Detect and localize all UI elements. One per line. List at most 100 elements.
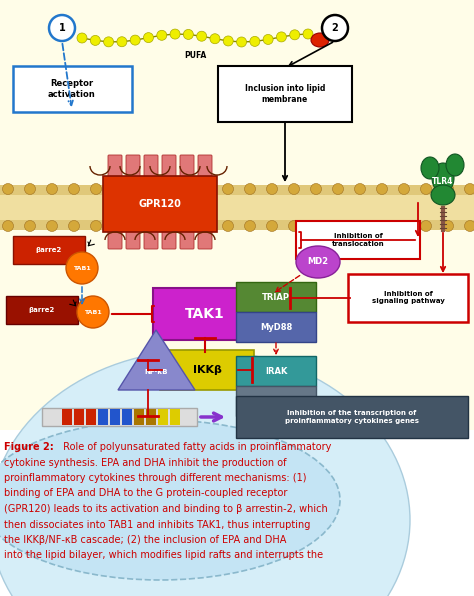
- FancyBboxPatch shape: [144, 155, 158, 179]
- Circle shape: [376, 184, 388, 194]
- Text: Inhibition of
signaling pathway: Inhibition of signaling pathway: [372, 291, 445, 305]
- FancyBboxPatch shape: [103, 176, 217, 232]
- Text: IKKβ: IKKβ: [192, 365, 221, 375]
- FancyBboxPatch shape: [158, 409, 168, 425]
- Ellipse shape: [431, 185, 455, 205]
- FancyBboxPatch shape: [98, 409, 108, 425]
- FancyBboxPatch shape: [348, 274, 468, 322]
- Circle shape: [130, 35, 140, 45]
- Text: TAB1: TAB1: [73, 265, 91, 271]
- Ellipse shape: [421, 157, 439, 179]
- Text: then dissociates into TAB1 and inhibits TAK1, thus interrupting: then dissociates into TAB1 and inhibits …: [4, 520, 310, 529]
- Circle shape: [201, 221, 211, 231]
- Circle shape: [289, 184, 300, 194]
- Text: Inhibition of the transcription of
proinflammatory cytokines genes: Inhibition of the transcription of proin…: [285, 411, 419, 424]
- Circle shape: [25, 184, 36, 194]
- Circle shape: [112, 221, 124, 231]
- Text: βarre2: βarre2: [29, 307, 55, 313]
- Circle shape: [322, 15, 348, 41]
- Circle shape: [355, 184, 365, 194]
- Circle shape: [135, 221, 146, 231]
- Circle shape: [46, 184, 57, 194]
- Circle shape: [355, 221, 365, 231]
- Circle shape: [310, 184, 321, 194]
- Text: Role of polyunsaturated fatty acids in proinflammatory: Role of polyunsaturated fatty acids in p…: [60, 442, 331, 452]
- Text: MD2: MD2: [308, 257, 328, 266]
- FancyBboxPatch shape: [296, 221, 420, 259]
- FancyBboxPatch shape: [6, 296, 78, 324]
- Text: Figure 2:: Figure 2:: [4, 442, 54, 452]
- Circle shape: [179, 184, 190, 194]
- Text: Inclusion into lipid
membrane: Inclusion into lipid membrane: [245, 84, 325, 104]
- FancyBboxPatch shape: [108, 155, 122, 179]
- FancyBboxPatch shape: [13, 236, 85, 264]
- Text: Inhibition of
translocation: Inhibition of translocation: [332, 234, 384, 247]
- Circle shape: [91, 184, 101, 194]
- FancyBboxPatch shape: [180, 155, 194, 179]
- Text: 2: 2: [332, 23, 338, 33]
- FancyBboxPatch shape: [13, 66, 132, 112]
- Circle shape: [104, 37, 114, 47]
- Circle shape: [263, 35, 273, 45]
- FancyBboxPatch shape: [236, 356, 316, 386]
- FancyBboxPatch shape: [42, 408, 197, 426]
- FancyBboxPatch shape: [144, 229, 158, 249]
- FancyBboxPatch shape: [162, 229, 176, 249]
- FancyBboxPatch shape: [153, 288, 257, 340]
- Circle shape: [2, 184, 13, 194]
- Text: TLR4: TLR4: [432, 178, 454, 187]
- FancyBboxPatch shape: [74, 409, 84, 425]
- Circle shape: [69, 184, 80, 194]
- Circle shape: [245, 184, 255, 194]
- Text: GPR120: GPR120: [138, 199, 182, 209]
- Circle shape: [443, 184, 454, 194]
- Text: TRAF6: TRAF6: [261, 396, 291, 405]
- FancyBboxPatch shape: [126, 229, 140, 249]
- Text: proinflammatory cytokines through different mechanisms: (1): proinflammatory cytokines through differ…: [4, 473, 307, 483]
- Circle shape: [310, 221, 321, 231]
- Polygon shape: [118, 330, 195, 390]
- Circle shape: [91, 221, 101, 231]
- FancyBboxPatch shape: [160, 350, 254, 390]
- Circle shape: [144, 33, 154, 43]
- Ellipse shape: [0, 350, 410, 596]
- FancyBboxPatch shape: [236, 386, 316, 416]
- Circle shape: [465, 221, 474, 231]
- Circle shape: [237, 37, 246, 47]
- Ellipse shape: [296, 246, 340, 278]
- Circle shape: [46, 221, 57, 231]
- Circle shape: [183, 29, 193, 39]
- FancyBboxPatch shape: [198, 229, 212, 249]
- Circle shape: [201, 184, 211, 194]
- Circle shape: [289, 221, 300, 231]
- FancyBboxPatch shape: [0, 0, 474, 430]
- Ellipse shape: [0, 420, 340, 580]
- FancyBboxPatch shape: [170, 409, 180, 425]
- Circle shape: [266, 221, 277, 231]
- Circle shape: [179, 221, 190, 231]
- FancyBboxPatch shape: [236, 312, 316, 342]
- Text: binding of EPA and DHA to the G protein-coupled receptor: binding of EPA and DHA to the G protein-…: [4, 489, 287, 498]
- Text: into the lipid bilayer, which modifies lipid rafts and interrupts the: into the lipid bilayer, which modifies l…: [4, 551, 323, 560]
- Circle shape: [465, 184, 474, 194]
- Ellipse shape: [432, 163, 454, 193]
- Ellipse shape: [311, 33, 329, 47]
- FancyBboxPatch shape: [162, 155, 176, 179]
- Circle shape: [197, 31, 207, 41]
- Text: βarre2: βarre2: [36, 247, 62, 253]
- Circle shape: [2, 221, 13, 231]
- FancyBboxPatch shape: [134, 409, 144, 425]
- Text: TAK1: TAK1: [185, 307, 225, 321]
- Circle shape: [77, 296, 109, 328]
- FancyBboxPatch shape: [0, 185, 474, 230]
- FancyBboxPatch shape: [0, 430, 474, 596]
- Circle shape: [303, 29, 313, 39]
- Circle shape: [112, 184, 124, 194]
- Circle shape: [399, 184, 410, 194]
- FancyBboxPatch shape: [122, 409, 132, 425]
- Circle shape: [443, 221, 454, 231]
- FancyBboxPatch shape: [236, 282, 316, 312]
- Circle shape: [290, 30, 300, 40]
- Circle shape: [77, 33, 87, 43]
- Circle shape: [245, 221, 255, 231]
